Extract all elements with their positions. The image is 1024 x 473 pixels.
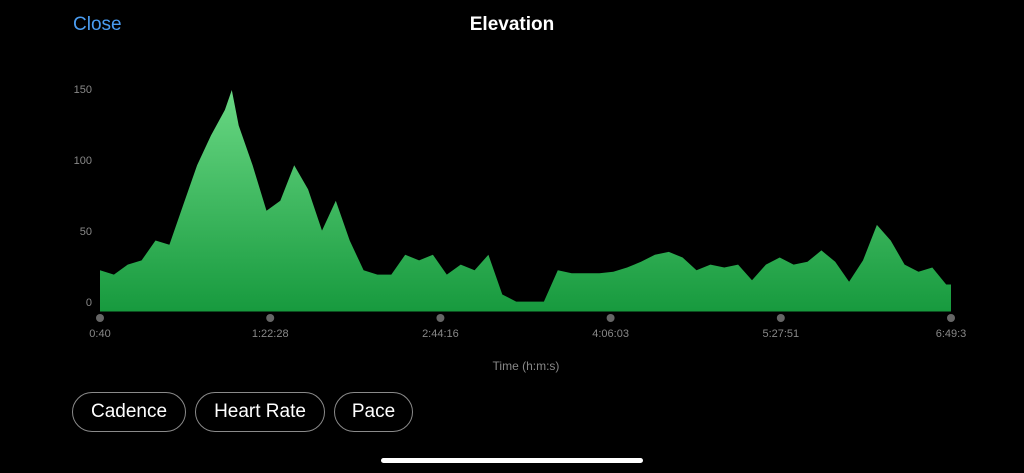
x-tick-label: 5:27:51 [762, 328, 799, 340]
button[interactable]: Pace [334, 392, 413, 432]
y-tick-label: 100 [74, 155, 92, 167]
y-tick-label: 0 [86, 297, 92, 309]
x-tick-label: 6:49:3 [936, 328, 967, 340]
x-axis-label: Time (h:m:s) [493, 359, 560, 373]
x-tick-label: 1:22:28 [252, 328, 289, 340]
x-tick-dot [96, 314, 104, 322]
x-tick-dot [776, 314, 785, 322]
y-tick-label: 50 [80, 226, 92, 238]
x-tick-dot [266, 314, 275, 322]
elevation-area [100, 90, 951, 312]
home-indicator [381, 458, 643, 463]
x-tick-label: 0:40 [89, 328, 110, 340]
x-tick-dot [436, 314, 445, 322]
button[interactable]: Heart Rate [195, 392, 325, 432]
x-tick-dot [947, 314, 955, 322]
title: Elevation [470, 14, 554, 35]
y-tick-label: 150 [74, 84, 92, 96]
x-tick-dot [606, 314, 615, 322]
close-button[interactable]: Close [73, 14, 122, 35]
x-tick-label: 4:06:03 [592, 328, 629, 340]
x-tick-label: 2:44:16 [422, 328, 459, 340]
button[interactable]: Cadence [72, 392, 186, 432]
